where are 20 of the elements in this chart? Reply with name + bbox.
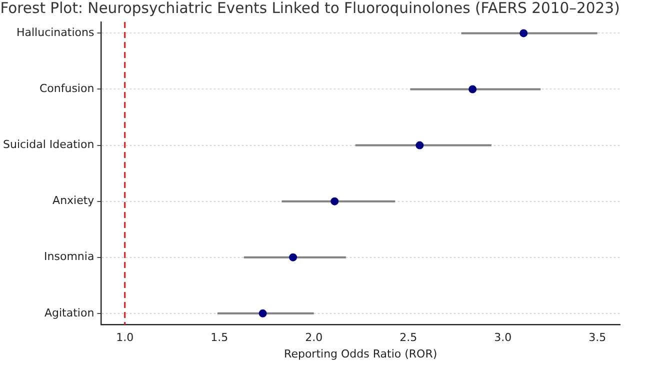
- point: [289, 253, 298, 262]
- y-tick-label: Anxiety: [52, 194, 95, 208]
- x-tick-label: 1.5: [210, 331, 228, 344]
- point: [468, 85, 477, 94]
- point: [258, 309, 267, 318]
- point: [520, 29, 528, 38]
- y-tick-label: Confusion: [39, 82, 94, 96]
- y-tick-label: Hallucinations: [16, 26, 94, 40]
- chart-title: Forest Plot: Neuropsychiatric Events Linked to Fluoroquinolones (FAERS 2010–2023): [0, 0, 620, 17]
- x-tick-label: 3.0: [494, 331, 512, 344]
- x-axis-title: Reporting Odds Ratio (ROR): [284, 347, 438, 360]
- x-tick-label: 1.0: [116, 331, 134, 344]
- y-tick-label: Agitation: [44, 306, 94, 320]
- point: [416, 141, 424, 150]
- y-tick-label: Suicidal Ideation: [2, 138, 94, 152]
- y-tick-label: Insomnia: [44, 250, 94, 264]
- x-tick-label: 2.0: [305, 331, 323, 344]
- x-tick-label: 2.5: [400, 331, 418, 344]
- point: [330, 197, 339, 206]
- x-tick-label: 3.5: [588, 331, 606, 344]
